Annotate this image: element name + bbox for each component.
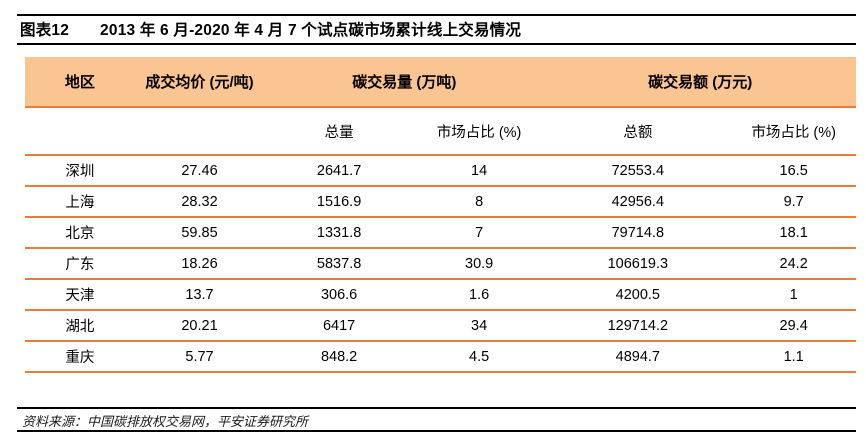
table-subheader-row: 总量 市场占比 (%) 总额 市场占比 (%): [25, 107, 856, 156]
region-cell: 广东: [25, 248, 135, 280]
volume-share-cell: 8: [413, 186, 545, 218]
region-cell: 重庆: [25, 341, 135, 373]
title-underline-rule: [17, 43, 856, 45]
table-row: 上海 28.32 1516.9 8 42956.4 9.7: [25, 186, 856, 218]
figure-header: 图表12 2013 年 6 月-2020 年 4 月 7 个试点碳市场累计线上交…: [20, 18, 850, 40]
volume-total-cell: 1516.9: [264, 186, 414, 218]
subheader-turnover-share: 市场占比 (%): [731, 107, 856, 156]
region-cell: 天津: [25, 279, 135, 311]
header-turnover-group: 碳交易额 (万元): [544, 57, 856, 108]
turnover-share-cell: 1: [731, 279, 856, 311]
turnover-total-cell: 79714.8: [544, 217, 732, 249]
volume-share-cell: 30.9: [413, 248, 545, 280]
volume-share-cell: 34: [413, 310, 545, 342]
avg-price-cell: 13.7: [134, 279, 265, 311]
turnover-share-cell: 16.5: [731, 155, 856, 187]
subheader-turnover-total: 总额: [544, 107, 732, 156]
avg-price-cell: 28.32: [134, 186, 265, 218]
source-note: 资料来源：中国碳排放权交易网，平安证券研究所: [22, 414, 309, 429]
volume-total-cell: 6417: [264, 310, 414, 342]
volume-total-cell: 2641.7: [264, 155, 414, 187]
subheader-empty: [25, 107, 135, 156]
table-row: 重庆 5.77 848.2 4.5 4894.7 1.1: [25, 341, 856, 373]
region-cell: 北京: [25, 217, 135, 249]
region-cell: 湖北: [25, 310, 135, 342]
table-header-band: 地区 成交均价 (元/吨) 碳交易量 (万吨) 碳交易额 (万元): [25, 57, 856, 108]
table-row: 湖北 20.21 6417 34 129714.2 29.4: [25, 310, 856, 342]
turnover-share-cell: 9.7: [731, 186, 856, 218]
subheader-volume-share: 市场占比 (%): [413, 107, 545, 156]
region-cell: 上海: [25, 186, 135, 218]
region-cell: 深圳: [25, 155, 135, 187]
turnover-total-cell: 42956.4: [544, 186, 732, 218]
turnover-share-cell: 29.4: [731, 310, 856, 342]
turnover-total-cell: 106619.3: [544, 248, 732, 280]
volume-total-cell: 848.2: [264, 341, 414, 373]
table-row: 广东 18.26 5837.8 30.9 106619.3 24.2: [25, 248, 856, 280]
table-row: 深圳 27.46 2641.7 14 72553.4 16.5: [25, 155, 856, 187]
volume-share-cell: 7: [413, 217, 545, 249]
figure-title: 2013 年 6 月-2020 年 4 月 7 个试点碳市场累计线上交易情况: [100, 22, 522, 39]
header-region: 地区: [25, 57, 135, 108]
volume-total-cell: 1331.8: [264, 217, 414, 249]
header-volume-group: 碳交易量 (万吨): [264, 57, 545, 108]
avg-price-cell: 5.77: [134, 341, 265, 373]
source-top-rule: [17, 407, 856, 409]
figure-label: 图表12: [20, 22, 70, 39]
table-row: 北京 59.85 1331.8 7 79714.8 18.1: [25, 217, 856, 249]
volume-total-cell: 306.6: [264, 279, 414, 311]
avg-price-cell: 20.21: [134, 310, 265, 342]
subheader-empty: [134, 107, 265, 156]
subheader-volume-total: 总量: [264, 107, 414, 156]
volume-share-cell: 4.5: [413, 341, 545, 373]
avg-price-cell: 18.26: [134, 248, 265, 280]
turnover-share-cell: 24.2: [731, 248, 856, 280]
volume-total-cell: 5837.8: [264, 248, 414, 280]
volume-share-cell: 14: [413, 155, 545, 187]
turnover-total-cell: 72553.4: [544, 155, 732, 187]
turnover-total-cell: 129714.2: [544, 310, 732, 342]
carbon-market-table: 地区 成交均价 (元/吨) 碳交易量 (万吨) 碳交易额 (万元) 总量 市场占…: [25, 57, 856, 373]
turnover-total-cell: 4894.7: [544, 341, 732, 373]
turnover-share-cell: 18.1: [731, 217, 856, 249]
turnover-total-cell: 4200.5: [544, 279, 732, 311]
avg-price-cell: 59.85: [134, 217, 265, 249]
table-row: 天津 13.7 306.6 1.6 4200.5 1: [25, 279, 856, 311]
header-avg-price: 成交均价 (元/吨): [134, 57, 265, 108]
turnover-share-cell: 1.1: [731, 341, 856, 373]
volume-share-cell: 1.6: [413, 279, 545, 311]
top-rule: [17, 14, 856, 16]
source-bottom-rule: [17, 430, 856, 432]
avg-price-cell: 27.46: [134, 155, 265, 187]
